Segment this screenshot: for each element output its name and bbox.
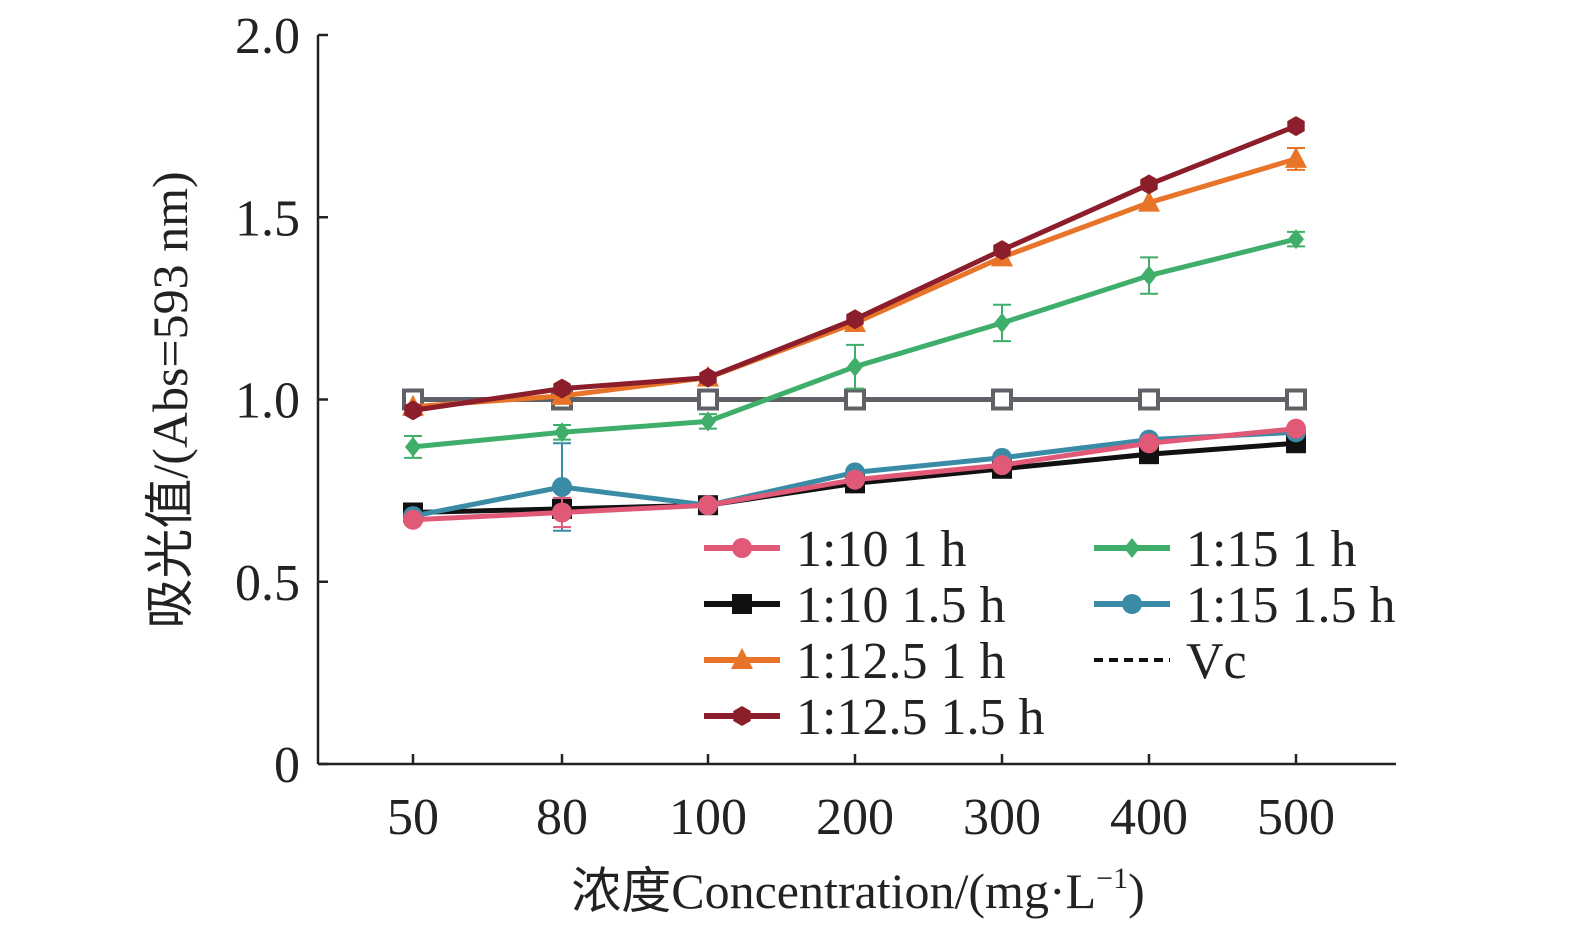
- data-point: [1140, 174, 1158, 195]
- legend-marker: [1124, 538, 1140, 558]
- legend-marker: [731, 648, 753, 669]
- data-point: [700, 411, 716, 432]
- series-0: [403, 418, 1306, 530]
- legend-item: 1:15 1 h: [1094, 521, 1356, 578]
- legend-item: 1:12.5 1.5 h: [704, 689, 1044, 746]
- x-tick-label: 500: [1257, 789, 1335, 846]
- y-tick-label: 0: [274, 737, 300, 794]
- legend-label: Vc: [1186, 633, 1247, 690]
- legend-item: 1:10 1 h: [704, 521, 966, 578]
- x-tick-label: 400: [1110, 789, 1188, 846]
- data-point: [1285, 388, 1307, 411]
- series-3: [404, 116, 1305, 421]
- data-point: [1139, 433, 1159, 454]
- data-point: [846, 309, 864, 330]
- legend-label: 1:15 1.5 h: [1186, 577, 1395, 634]
- data-point: [697, 388, 719, 411]
- data-point: [991, 388, 1013, 411]
- data-point: [845, 469, 865, 490]
- data-point: [993, 240, 1011, 261]
- legend-marker: [1122, 594, 1142, 614]
- legend-item: Vc: [1094, 633, 1247, 690]
- legend-marker: [732, 538, 752, 558]
- data-point: [1287, 116, 1305, 137]
- legend-item: 1:15 1.5 h: [1094, 577, 1395, 634]
- y-axis-title: 吸光值/(Abs=593 nm): [142, 171, 198, 628]
- data-point: [1285, 146, 1307, 168]
- legend: 1:10 1 h 1:15 1 h 1:10 1.5 h 1:15 1.5 h 1:12…: [704, 521, 1395, 746]
- data-point: [552, 476, 572, 497]
- legend-item: 1:12.5 1 h: [704, 633, 1005, 690]
- series-line: [412, 236, 1297, 450]
- y-tick-label: 1.5: [235, 190, 300, 247]
- legend-marker: [732, 594, 752, 614]
- data-point: [844, 388, 866, 411]
- data-point: [403, 509, 423, 530]
- y-tick-label: 2.0: [235, 8, 300, 65]
- data-point: [552, 502, 572, 523]
- data-point: [1138, 190, 1160, 212]
- data-point: [554, 422, 570, 443]
- x-axis-title: 浓度Concentration/(mg·L−1): [571, 862, 1144, 919]
- y-tick-label: 1.0: [235, 373, 300, 430]
- tick-labels: 0 0.5 1.0 1.5 2.0 50 80 100 200 300 400 500: [235, 8, 1335, 846]
- data-point: [992, 455, 1012, 476]
- data-point: [1141, 265, 1157, 286]
- data-point: [1288, 229, 1304, 250]
- x-tick-label: 100: [669, 789, 747, 846]
- x-tick-label: 200: [816, 789, 894, 846]
- legend-label: 1:12.5 1.5 h: [796, 689, 1044, 746]
- data-point: [1138, 388, 1160, 411]
- data-point: [994, 312, 1010, 333]
- x-tick-label: 80: [536, 789, 588, 846]
- legend-label: 1:10 1 h: [796, 521, 966, 578]
- y-tick-label: 0.5: [235, 555, 300, 612]
- data-point: [404, 400, 422, 421]
- legend-label: 1:12.5 1 h: [796, 633, 1005, 690]
- plot-area: [402, 116, 1307, 532]
- legend-marker: [733, 706, 751, 726]
- legend-label: 1:10 1.5 h: [796, 577, 1005, 634]
- series-4: [404, 229, 1305, 459]
- legend-item: 1:10 1.5 h: [704, 577, 1005, 634]
- data-point: [698, 495, 718, 516]
- data-point: [847, 356, 863, 377]
- data-point: [699, 367, 717, 388]
- x-tick-label: 300: [963, 789, 1041, 846]
- data-point: [1286, 418, 1306, 439]
- legend-label: 1:15 1 h: [1186, 521, 1356, 578]
- data-point: [405, 436, 421, 457]
- x-axis-title-superscript: −1: [1096, 862, 1128, 895]
- data-point: [553, 378, 571, 399]
- x-tick-label: 50: [387, 789, 439, 846]
